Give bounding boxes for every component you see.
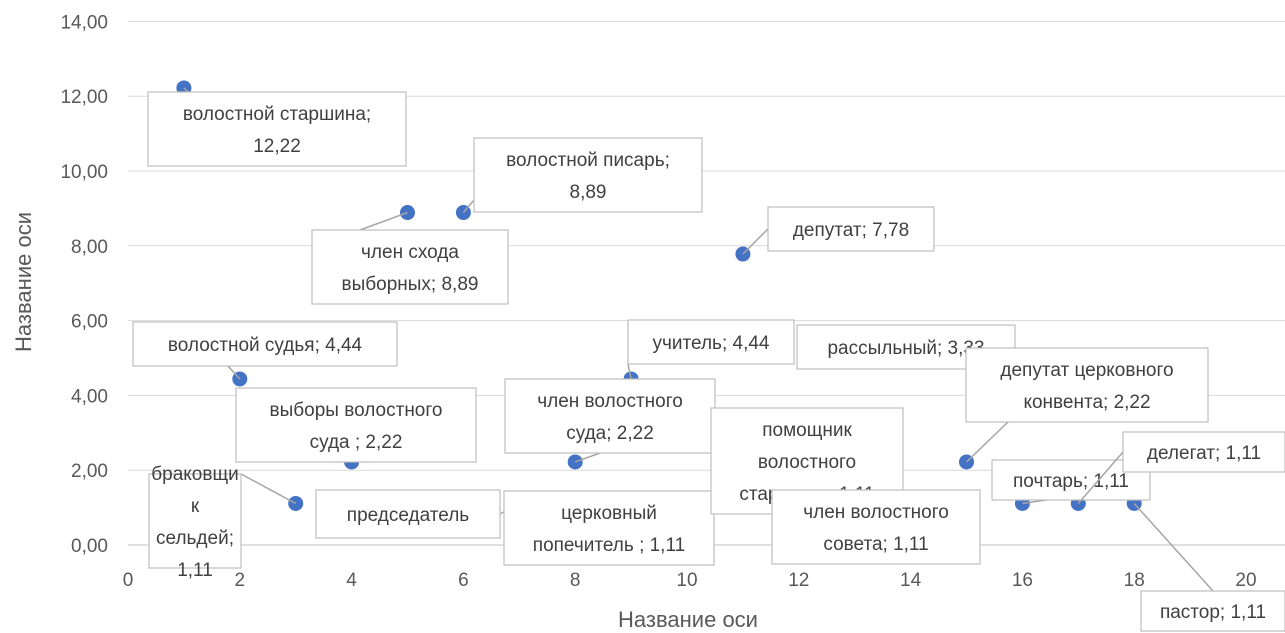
data-label-text: сельдей; [156, 528, 234, 549]
data-label-text: церковный [561, 503, 657, 524]
data-label: член волостного совета; 1,11 [771, 489, 981, 565]
y-tick-label: 12,00 [60, 87, 108, 108]
x-axis-title: Название оси [618, 607, 758, 632]
x-tick-label: 16 [1012, 570, 1033, 591]
data-label-box [235, 387, 477, 463]
data-label: рассыльный; 3,33 [796, 324, 1016, 370]
x-tick-label: 18 [1124, 570, 1145, 591]
data-label: член волостного суда; 2,22 [504, 378, 716, 454]
x-tick-label: 12 [788, 570, 809, 591]
data-label-text: к [191, 496, 200, 517]
data-label-text: 12,22 [253, 136, 301, 157]
data-label-box [627, 319, 795, 365]
data-label: волостной судья; 4,44 [132, 321, 398, 367]
data-label-text: совета; 1,11 [823, 534, 928, 555]
data-label: браковщи к сельдей; 1,11 [148, 464, 242, 581]
data-label-text: член схода [361, 242, 459, 263]
leader-line [574, 452, 601, 463]
x-tick-label: 20 [1235, 570, 1256, 591]
data-label-text: депутат церковного [1000, 360, 1173, 381]
y-tick-label: 8,00 [71, 237, 108, 258]
data-label: учитель; 4,44 [627, 319, 795, 365]
leader-line [227, 365, 241, 380]
y-tick-label: 2,00 [71, 461, 108, 482]
leader-line [1133, 502, 1214, 592]
data-label-text: волостного [758, 452, 856, 473]
x-tick-label: 14 [900, 570, 922, 591]
leader-line [462, 199, 475, 213]
data-label: волостной старшина; 12,22 [147, 91, 407, 167]
data-label-box [473, 137, 703, 213]
data-label-text: суда; 2,22 [566, 423, 654, 444]
data-label-text: волостной писарь; [506, 150, 670, 171]
data-label: депутат; 7,78 [767, 206, 935, 252]
leader-line [627, 363, 632, 380]
data-label-text: почтарь; 1,11 [1013, 471, 1129, 492]
data-label-text: 8,89 [570, 182, 607, 203]
data-label-box [503, 490, 715, 566]
x-tick-label: 4 [346, 570, 357, 591]
data-label-text: конвента; 2,22 [1023, 392, 1150, 413]
data-label-box [311, 229, 509, 305]
x-tick-label: 6 [458, 570, 469, 591]
data-label: выборы волостного суда ; 2,22 [235, 387, 477, 463]
data-label-text: волостной судья; 4,44 [168, 335, 363, 356]
data-label-text: выборных; 8,89 [342, 274, 479, 295]
leader-line [240, 473, 297, 505]
y-tick-label: 6,00 [71, 312, 108, 333]
leader-line [359, 211, 408, 231]
y-axis-title: Название оси [11, 212, 36, 352]
data-label-text: член волостного [537, 391, 683, 412]
data-label-text: рассыльный; 3,33 [827, 338, 984, 359]
data-label-text: помощник [762, 420, 852, 441]
data-label-text: председатель [347, 505, 469, 526]
data-label: член схода выборных; 8,89 [311, 229, 509, 305]
data-label-box [1122, 431, 1285, 473]
data-label-text: суда ; 2,22 [310, 432, 403, 453]
data-label-text: 1,11 [177, 560, 213, 581]
leader-line [965, 421, 1009, 463]
x-tick-label: 10 [676, 570, 697, 591]
leader-line [742, 228, 769, 255]
data-label-box [767, 206, 935, 252]
data-label-text: волостной старшина; [183, 104, 371, 125]
data-label-text: браковщи [151, 464, 238, 485]
data-label-box [771, 489, 981, 565]
leader-line [1077, 451, 1124, 504]
data-label: церковный попечитель ; 1,11 [503, 490, 715, 566]
data-label-text: депутат; 7,78 [793, 220, 909, 241]
data-label-box [1140, 590, 1285, 632]
x-tick-label: 8 [570, 570, 581, 591]
data-label-box [504, 378, 716, 454]
data-label-box [315, 489, 501, 539]
data-label: председатель [315, 489, 501, 539]
data-label-text: учитель; 4,44 [653, 333, 770, 354]
y-tick-label: 0,00 [71, 536, 108, 557]
data-label-text: выборы волостного [270, 400, 443, 421]
y-tick-label: 14,00 [60, 12, 108, 33]
data-label-box [965, 347, 1209, 423]
data-label: делегат; 1,11 [1122, 431, 1285, 473]
y-tick-label: 4,00 [71, 386, 108, 407]
data-label: пастор; 1,11 [1140, 590, 1285, 632]
x-tick-label: 0 [123, 570, 134, 591]
y-tick-label: 10,00 [60, 162, 108, 183]
data-label: депутат церковного конвента; 2,22 [965, 347, 1209, 423]
data-label-text: попечитель ; 1,11 [533, 535, 685, 556]
data-label-box [148, 473, 242, 569]
data-label-text: пастор; 1,11 [1160, 602, 1266, 623]
data-label-box [147, 91, 407, 167]
x-tick-label: 2 [235, 570, 246, 591]
data-label-text: член волостного [803, 502, 949, 523]
data-label-box [132, 321, 398, 367]
data-label-text: делегат; 1,11 [1147, 443, 1261, 464]
data-label: волостной писарь; 8,89 [473, 137, 703, 213]
